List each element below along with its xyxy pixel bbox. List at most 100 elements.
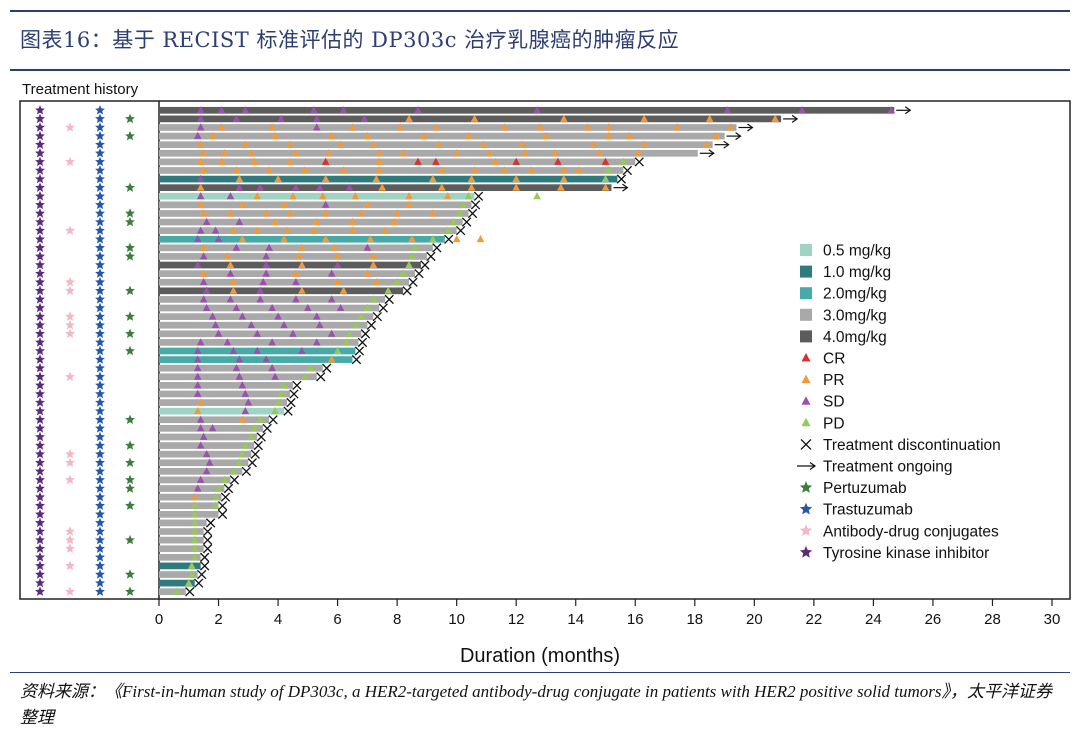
patient-bar-25 [159, 313, 374, 320]
response-pd-54-1 [187, 561, 196, 569]
response-pr-5-2 [241, 140, 250, 148]
history-tki-star-54 [35, 560, 45, 571]
response-pr-2-7 [470, 114, 479, 122]
response-pr-11-7 [405, 192, 413, 200]
patient-bar-28 [159, 339, 359, 346]
response-pr-4-2 [208, 131, 217, 140]
response-pr-13-4 [286, 209, 294, 217]
history-trastuzumab-star-35 [95, 397, 105, 407]
history-pertuzumab-star-13 [125, 208, 135, 218]
response-pd-38-3 [250, 424, 259, 432]
response-pd-43-2 [229, 467, 238, 475]
response-pr-8-2 [232, 166, 241, 174]
history-trastuzumab-star-6 [95, 148, 105, 158]
discontinuation-cross-12 [470, 200, 481, 210]
history-trastuzumab-star-7 [95, 156, 105, 167]
patient-bar-54 [159, 562, 201, 570]
history-tki-star-28 [35, 337, 45, 347]
history-tki-star-7 [35, 156, 45, 167]
response-sd-29-2 [229, 346, 238, 354]
history-tki-star-43 [35, 466, 45, 476]
response-sd-26-2 [247, 321, 256, 329]
response-pr-8-10 [527, 166, 535, 174]
x-tick-label-4: 8 [393, 611, 401, 628]
history-trastuzumab-star-47 [95, 500, 105, 510]
response-pd-34-3 [277, 389, 285, 397]
patient-bar-55 [159, 571, 198, 578]
legend-sd-label: SD [823, 394, 845, 411]
patient-bar-30 [159, 356, 353, 363]
treatment-history-label: Treatment history [22, 81, 139, 98]
response-pr-18-6 [369, 252, 378, 260]
x-tick-label-8: 16 [627, 611, 644, 628]
response-sd-26-4 [315, 321, 324, 329]
history-tki-star-30 [35, 354, 45, 364]
legend-1-0-mg-kg-label: 1.0 mg/kg [823, 264, 891, 281]
response-sd-29-1 [193, 346, 202, 354]
discontinuation-cross-34 [289, 389, 299, 399]
legend-trastuzumab-swatch [799, 502, 813, 515]
response-pd-39-2 [247, 432, 256, 440]
response-sd-14-1 [202, 217, 211, 225]
response-pr-13-1 [199, 209, 208, 217]
history-trastuzumab-star-19 [95, 259, 105, 270]
response-pd-18-7 [408, 252, 416, 260]
response-pr-5-4 [336, 140, 345, 148]
response-pr-18-5 [333, 252, 342, 260]
patient-bar-37 [159, 416, 270, 424]
discontinuation-cross-46 [220, 492, 231, 502]
x-tick-label-11: 22 [806, 611, 823, 628]
response-pr-3-13 [726, 123, 735, 131]
history-pertuzumab-star-29 [125, 345, 135, 356]
response-pr-12-2 [238, 200, 247, 208]
response-sd-27-4 [327, 329, 336, 337]
response-sd-16-1 [193, 235, 202, 243]
response-pr-12-3 [280, 200, 288, 208]
response-pd-26-5 [351, 321, 360, 329]
response-pd-17-7 [411, 243, 419, 251]
response-pr-10-1 [196, 183, 205, 191]
legend-1-0-mg-kg-swatch [800, 265, 812, 278]
response-sd-19-5 [333, 260, 342, 268]
history-trastuzumab-star-2 [95, 113, 105, 124]
discontinuation-cross-54 [200, 561, 210, 571]
history-trastuzumab-star-57 [95, 586, 105, 596]
discontinuation-cross-11 [473, 191, 484, 201]
response-pr-20-4 [292, 269, 300, 277]
response-sd-19-1 [193, 260, 202, 268]
response-sd-23-4 [292, 295, 300, 303]
response-pd-49-1 [190, 518, 199, 526]
x-tick-label-3: 6 [333, 611, 341, 628]
response-sd-21-4 [292, 278, 300, 286]
history-tki-star-1 [35, 105, 45, 115]
response-pd-28-5 [342, 338, 351, 346]
x-tick-label-5: 10 [448, 611, 465, 628]
response-sd-10-5 [315, 183, 324, 191]
history-pertuzumab-star-55 [125, 569, 135, 579]
response-pr-7-6 [375, 157, 384, 165]
history-tki-star-57 [35, 586, 45, 596]
legend-antibody-drug-conjugates-swatch [799, 524, 813, 537]
response-pr-7-9 [491, 157, 500, 165]
history-trastuzumab-star-53 [95, 552, 105, 562]
response-pr-11-4 [289, 192, 297, 200]
history-trastuzumab-star-41 [95, 449, 105, 459]
response-sd-22-3 [256, 286, 264, 294]
history-tki-star-40 [35, 440, 45, 450]
response-sd-1-2 [217, 106, 226, 114]
history-trastuzumab-star-25 [95, 311, 105, 321]
response-pr-17-5 [330, 243, 339, 251]
response-pd-45-2 [214, 484, 223, 492]
response-cr-7-12 [601, 157, 610, 165]
response-sd-1-10 [887, 106, 896, 114]
discontinuation-cross-42 [247, 458, 257, 468]
response-pr-9-7 [467, 174, 476, 183]
history-adc-star-41 [65, 449, 75, 459]
response-pr-4-9 [604, 131, 613, 140]
response-pr-15-3 [229, 226, 238, 234]
history-pertuzumab-star-45 [125, 483, 135, 493]
source-rule [10, 672, 1070, 673]
response-sd-4-1 [193, 131, 202, 140]
response-pd-47-1 [190, 501, 199, 509]
